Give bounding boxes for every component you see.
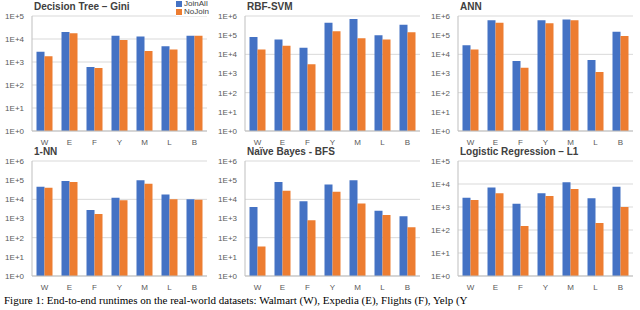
svg-text:1E+2: 1E+2 (218, 234, 237, 243)
html-text:RBF-SVM: RBF-SVM (247, 1, 293, 12)
svg-text:1E+2: 1E+2 (431, 226, 450, 235)
html-text:1-NN: 1-NN (34, 146, 58, 157)
svg-text:1E+5: 1E+5 (431, 157, 450, 166)
svg-text:E: E (493, 138, 498, 145)
svg-text:1E+1: 1E+1 (218, 253, 237, 262)
svg-text:W: W (41, 283, 49, 290)
svg-text:F: F (518, 283, 523, 290)
svg-text:1E+2: 1E+2 (431, 89, 450, 98)
svg-text:B: B (618, 283, 623, 290)
svg-text:B: B (192, 138, 197, 145)
svg-text:B: B (405, 138, 410, 145)
svg-text:Y: Y (330, 138, 336, 145)
svg-text:1E+1: 1E+1 (218, 108, 237, 117)
svg-text:1E+1: 1E+1 (431, 249, 450, 258)
svg-text:W: W (254, 138, 262, 145)
svg-text:F: F (305, 138, 310, 145)
svg-text:L: L (167, 283, 172, 290)
svg-text:M: M (354, 138, 361, 145)
svg-text:1E+5: 1E+5 (431, 31, 450, 40)
svg-text:M: M (567, 138, 574, 145)
svg-text:L: L (380, 283, 385, 290)
svg-text:Y: Y (330, 283, 336, 290)
svg-text:1E+5: 1E+5 (218, 31, 237, 40)
svg-text:1E+4: 1E+4 (431, 50, 450, 59)
svg-text:M: M (567, 283, 574, 290)
svg-text:1E+0: 1E+0 (8, 127, 25, 136)
svg-text:Y: Y (117, 283, 123, 290)
svg-text:L: L (167, 138, 172, 145)
svg-text:1E+0: 1E+0 (218, 127, 237, 136)
svg-text:1E+1: 1E+1 (431, 108, 450, 117)
svg-text:1E+5: 1E+5 (8, 176, 25, 185)
svg-text:1E+2: 1E+2 (8, 81, 25, 90)
svg-text:L: L (593, 138, 598, 145)
svg-text:1E+2: 1E+2 (218, 89, 237, 98)
svg-text:E: E (280, 138, 285, 145)
svg-text:1E+4: 1E+4 (8, 195, 25, 204)
svg-text:1E+5: 1E+5 (218, 176, 237, 185)
svg-text:E: E (493, 283, 498, 290)
svg-text:1E+4: 1E+4 (8, 35, 25, 44)
svg-text:1E+3: 1E+3 (431, 69, 450, 78)
svg-text:Y: Y (543, 283, 549, 290)
svg-text:M: M (354, 283, 361, 290)
html-text:NoJoin: NoJoin (184, 7, 209, 16)
svg-text:1E+6: 1E+6 (218, 157, 237, 166)
svg-text:1E+0: 1E+0 (431, 127, 450, 136)
svg-text:F: F (92, 283, 97, 290)
svg-text:1E+0: 1E+0 (431, 272, 450, 281)
svg-text:1E+6: 1E+6 (8, 157, 25, 166)
svg-text:M: M (141, 283, 148, 290)
svg-text:1E+2: 1E+2 (8, 234, 25, 243)
html-text:Decision Tree – Gini: Decision Tree – Gini (34, 1, 130, 12)
svg-text:1E+6: 1E+6 (218, 12, 237, 21)
svg-text:1E+4: 1E+4 (431, 180, 450, 189)
svg-text:1E+4: 1E+4 (218, 50, 237, 59)
html-text:Figure 1: End-to-end runtimes: Figure 1: End-to-end runtimes on the rea… (4, 294, 468, 306)
html-text:Naïve Bayes - BFS: Naïve Bayes - BFS (247, 146, 335, 157)
svg-text:M: M (141, 138, 148, 145)
svg-text:E: E (280, 283, 285, 290)
svg-text:1E+4: 1E+4 (218, 195, 237, 204)
svg-text:1E+3: 1E+3 (218, 69, 237, 78)
svg-text:F: F (518, 138, 523, 145)
svg-text:W: W (467, 138, 475, 145)
svg-text:1E+3: 1E+3 (8, 58, 25, 67)
svg-text:B: B (192, 283, 197, 290)
svg-text:1E+1: 1E+1 (8, 253, 25, 262)
html-text:Logistic Regression – L1: Logistic Regression – L1 (460, 146, 579, 157)
svg-text:B: B (618, 138, 623, 145)
svg-text:B: B (405, 283, 410, 290)
svg-text:E: E (67, 283, 72, 290)
svg-text:L: L (593, 283, 598, 290)
svg-text:W: W (254, 283, 262, 290)
svg-text:1E+3: 1E+3 (431, 203, 450, 212)
html-text:JoinAll: JoinAll (184, 0, 208, 8)
svg-text:F: F (305, 283, 310, 290)
svg-text:W: W (467, 283, 475, 290)
svg-text:1E+0: 1E+0 (8, 272, 25, 281)
svg-text:F: F (92, 138, 97, 145)
svg-text:L: L (380, 138, 385, 145)
html-text:ANN: ANN (460, 1, 482, 12)
svg-text:1E+5: 1E+5 (8, 12, 25, 21)
svg-text:Y: Y (117, 138, 123, 145)
svg-text:Y: Y (543, 138, 549, 145)
svg-text:E: E (67, 138, 72, 145)
svg-text:1E+6: 1E+6 (431, 12, 450, 21)
svg-text:1E+3: 1E+3 (8, 214, 25, 223)
svg-text:1E+3: 1E+3 (218, 214, 237, 223)
svg-text:W: W (41, 138, 49, 145)
svg-text:1E+0: 1E+0 (218, 272, 237, 281)
svg-text:1E+1: 1E+1 (8, 104, 25, 113)
